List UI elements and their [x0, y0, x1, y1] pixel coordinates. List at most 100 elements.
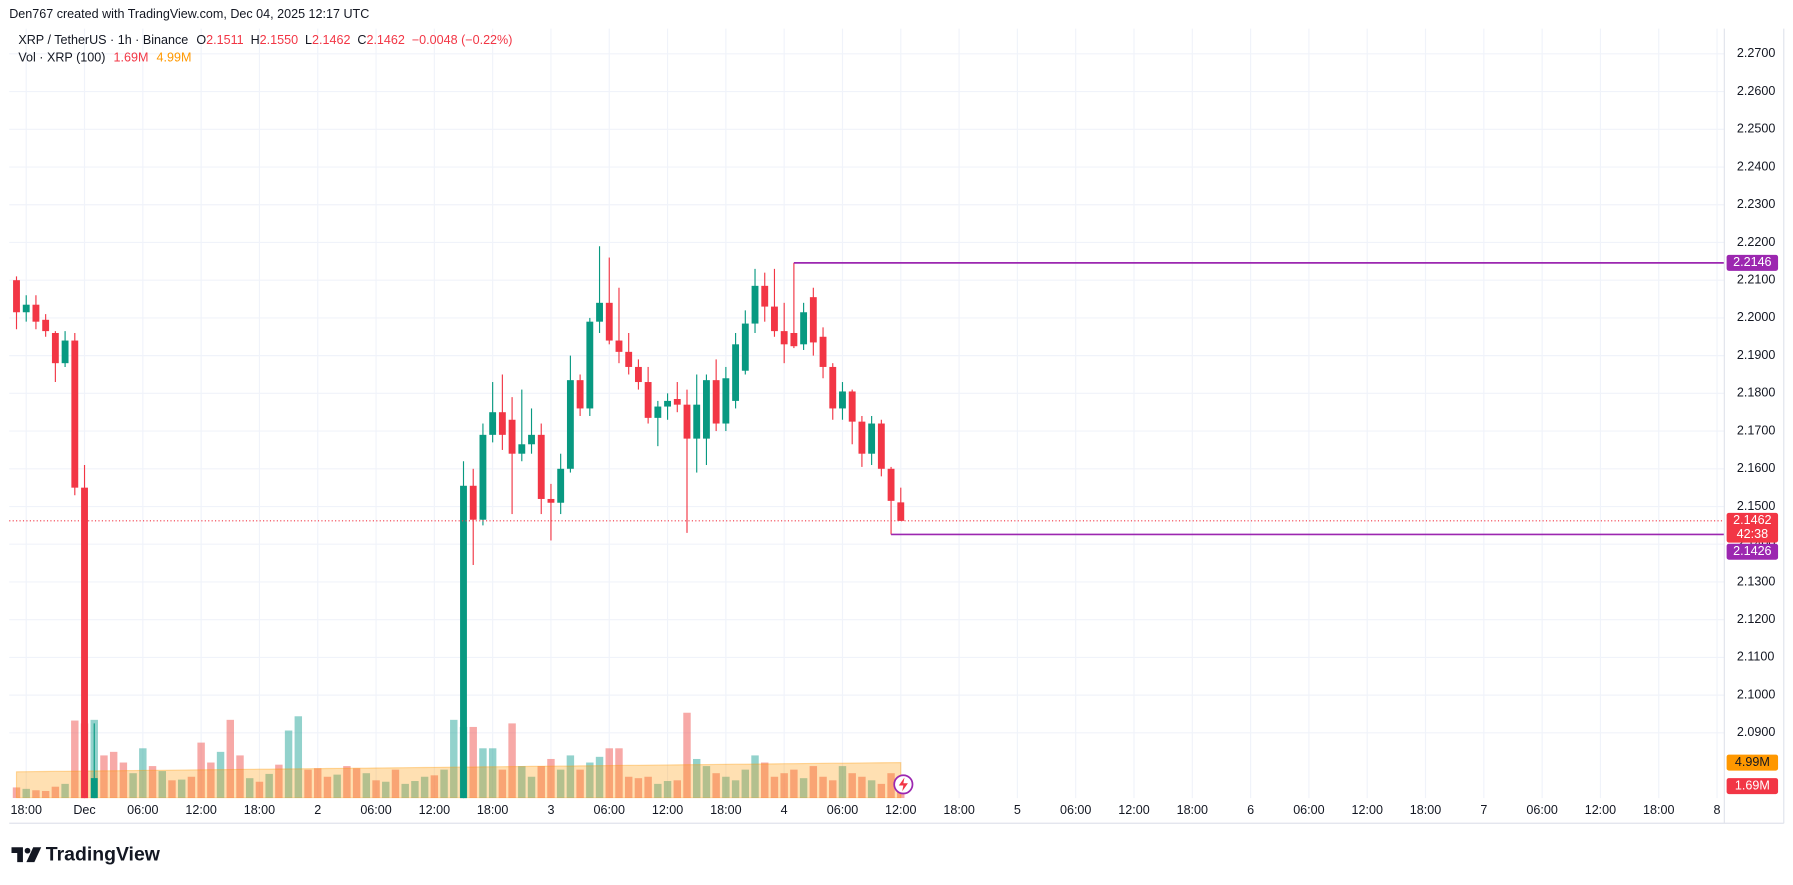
x-tick-label: 18:00: [943, 803, 974, 817]
volume-bar: [799, 778, 808, 799]
candle-body: [508, 419, 516, 454]
volume-bar: [693, 758, 701, 799]
volume-bar: [624, 776, 633, 799]
volume-bar: [848, 773, 856, 799]
volume-bar: [265, 773, 273, 799]
volume-bar: [226, 719, 234, 799]
y-tick-label: 2.2600: [1737, 84, 1775, 98]
candle-body: [771, 306, 778, 332]
volume-bar: [683, 712, 691, 799]
x-tick-label: 12:00: [1351, 803, 1382, 817]
volume-bar: [382, 781, 390, 799]
legend-l-value: 2.1462: [312, 33, 350, 47]
candle-body: [557, 468, 565, 503]
volume-bar: [275, 764, 283, 799]
volume-bar: [595, 756, 604, 799]
logo-text: TradingView: [46, 843, 161, 865]
volume-bar: [508, 723, 516, 799]
legend-change: −0.0048 (−0.22%): [412, 33, 513, 47]
x-tick-label: 18:00: [477, 803, 508, 817]
volume-bar: [838, 766, 847, 799]
volume-bar: [605, 748, 613, 799]
y-tick-label: 2.1900: [1737, 348, 1775, 362]
volume-bar: [790, 769, 798, 799]
countdown-label: 42:38: [1737, 527, 1768, 541]
candle-body: [625, 351, 633, 367]
volume-bar: [615, 748, 623, 799]
x-tick-label: 12:00: [419, 803, 450, 817]
volume-bar: [187, 776, 196, 799]
volume-bar: [663, 781, 672, 799]
volume-bar: [576, 769, 584, 799]
candle-body: [498, 412, 506, 435]
candle-body: [732, 344, 740, 401]
candle-body: [537, 434, 545, 499]
volume-bar: [751, 755, 759, 799]
volume-bar: [712, 773, 720, 799]
x-tick-label: 12:00: [185, 803, 216, 817]
y-tick-label: 2.2500: [1737, 122, 1775, 136]
level-box: [1726, 254, 1779, 271]
volume-bar: [177, 779, 186, 799]
x-tick-label: 06:00: [827, 803, 858, 817]
volume-bar: [333, 774, 341, 799]
candle-body: [751, 285, 759, 324]
volume-box: [1726, 778, 1779, 795]
volume-bar: [420, 776, 429, 799]
y-tick-label: 2.1000: [1737, 687, 1775, 701]
volume-bar: [411, 781, 419, 799]
y-tick-label: 2.1500: [1737, 499, 1775, 513]
legend-c-value: 2.1462: [366, 33, 404, 47]
volume-bar: [537, 766, 545, 799]
candle-body: [469, 485, 477, 520]
candle-body: [596, 302, 603, 322]
axes: 2.2700 2.2600 2.2500 2.2400 2.2300 2.2200 2.21…: [10, 46, 1779, 817]
y-tick-label: 2.2400: [1737, 159, 1775, 173]
volume-bar: [829, 780, 837, 799]
y-tick-label: 2.1200: [1737, 612, 1775, 626]
x-tick-label: 12:00: [1585, 803, 1616, 817]
candle-body: [42, 319, 50, 332]
volume-bar: [440, 769, 448, 799]
logo: TradingView: [11, 843, 161, 865]
candle-body: [654, 406, 662, 418]
volume-bar: [858, 776, 866, 799]
volume-bar: [51, 786, 60, 799]
volume-bar: [566, 755, 575, 799]
volume-bar: [391, 769, 400, 799]
candle-body: [887, 468, 895, 501]
legend-volume-value: 1.69M: [113, 51, 148, 65]
x-tick-label: 06:00: [1293, 803, 1324, 817]
volume-bar: [469, 726, 477, 799]
volume-bar: [158, 771, 166, 799]
volume-bar: [401, 783, 409, 799]
x-tick-label: 7: [1480, 803, 1487, 817]
y-tick-label: 2.2100: [1737, 273, 1775, 287]
x-tick-label: 06:00: [360, 803, 391, 817]
candle-body: [800, 312, 808, 345]
candle-body: [761, 285, 769, 307]
candle-body: [829, 366, 837, 409]
volume-bar: [323, 776, 332, 799]
legend-o: O: [196, 33, 206, 47]
volume-bar: [216, 751, 225, 799]
volume-bar: [547, 758, 555, 799]
current-price-label: 2.1462: [1733, 513, 1771, 527]
legend-volume-ma: 4.99M: [156, 51, 191, 65]
volume-ma-box: [1726, 754, 1779, 771]
candle-body: [712, 380, 720, 424]
candle-body: [32, 304, 40, 322]
volume-bar: [22, 788, 30, 799]
candle-body: [877, 423, 885, 469]
candle-body: [518, 444, 526, 454]
candle-body: [790, 332, 798, 347]
volume-bar: [498, 769, 507, 799]
replay-icon[interactable]: [893, 774, 914, 795]
candle-body: [460, 485, 467, 799]
volume-bar: [702, 766, 711, 799]
y-tick-label: 2.0900: [1737, 725, 1775, 739]
volume-bar: [148, 766, 157, 799]
volume-bar: [770, 776, 779, 799]
y-tick-label: 2.1100: [1737, 650, 1775, 664]
volume-bar: [644, 776, 652, 799]
